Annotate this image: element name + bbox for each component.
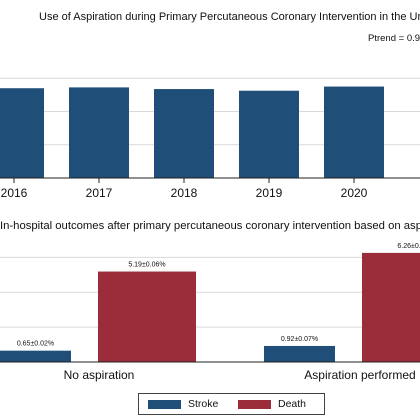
aspiration-use-chart-panel: Use of Aspiration during Primary Percuta… xyxy=(0,11,420,200)
legend-swatch-stroke xyxy=(148,400,181,409)
chart-title: Use of Aspiration during Primary Percuta… xyxy=(39,11,420,23)
legend-swatch-death xyxy=(238,400,271,409)
bar xyxy=(239,90,299,178)
data-label: 0.92±0.07% xyxy=(281,336,318,343)
x-tick-label: 2018 xyxy=(171,186,198,200)
outcomes-chart-panel: In-hospital outcomes after primary percu… xyxy=(0,212,420,420)
data-label: 6.26±0.1 xyxy=(397,243,420,250)
data-label: 0.65±0.02% xyxy=(17,341,54,348)
bar xyxy=(0,88,44,178)
chart-title: In-hospital outcomes after primary percu… xyxy=(0,220,420,232)
data-label: 5.19±0.06% xyxy=(128,262,165,269)
legend: Stroke Death xyxy=(138,393,325,415)
aspiration-use-bar-chart: 2016 2017 2018 2019 2020 xyxy=(0,77,420,200)
outcomes-bar-chart: 0.65±0.02% 5.19±0.06% No aspiration 0.92±0.… xyxy=(0,243,420,382)
bar-stroke xyxy=(264,345,335,362)
bar-death xyxy=(362,252,420,362)
bar-stroke xyxy=(0,350,71,362)
bar xyxy=(324,86,384,178)
bar xyxy=(69,87,129,178)
x-tick-label: 2020 xyxy=(341,186,368,200)
x-category-label: No aspiration xyxy=(64,368,135,382)
legend-label-death: Death xyxy=(278,398,307,410)
x-tick-label: 2017 xyxy=(86,186,113,200)
x-tick-label: 2019 xyxy=(256,186,283,200)
bar xyxy=(154,89,214,178)
bar-death xyxy=(98,271,196,362)
ptrend-annotation: Ptrend = 0.92 xyxy=(368,33,420,44)
legend-label-stroke: Stroke xyxy=(188,398,219,410)
x-tick-label: 2016 xyxy=(1,186,28,200)
x-category-label: Aspiration performed xyxy=(304,368,415,382)
